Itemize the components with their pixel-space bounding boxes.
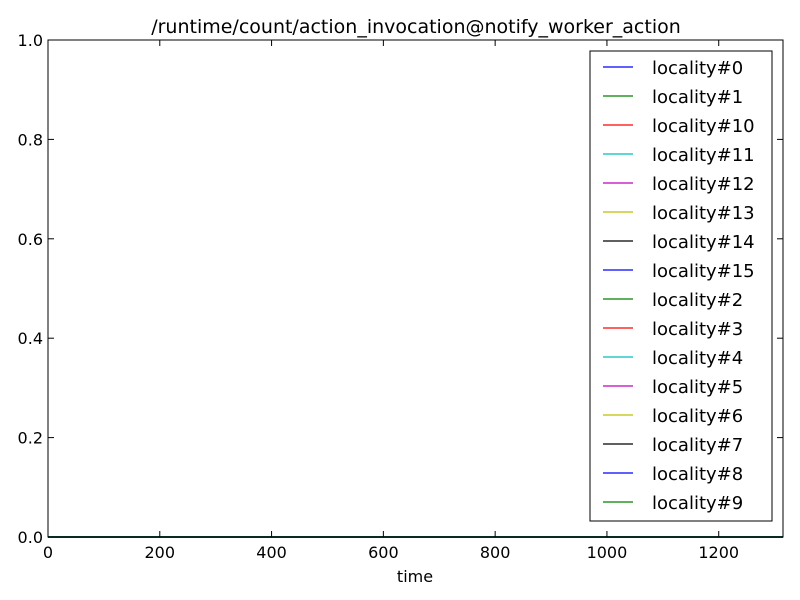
legend-label: locality#8 — [652, 464, 743, 485]
x-tick-label: 1200 — [698, 543, 739, 562]
y-tick-label: 0.4 — [18, 329, 43, 348]
y-tick-label: 0.2 — [18, 429, 43, 448]
legend-label: locality#14 — [652, 232, 755, 253]
chart-title: /runtime/count/action_invocation@notify_… — [151, 16, 681, 38]
x-tick-label: 600 — [368, 543, 399, 562]
legend-frame — [589, 50, 773, 522]
x-tick-label: 200 — [145, 543, 176, 562]
legend: locality#0 locality#1 locality#10 locality#… — [589, 50, 773, 522]
legend-label: locality#15 — [652, 261, 755, 282]
legend-label: locality#7 — [652, 435, 743, 456]
y-tick-label: 0.6 — [18, 230, 43, 249]
ticks-layer: 0 200 400 600 800 1000 1200 0.0 0.2 0.4 0.6 0.8 1.0 — [18, 31, 783, 562]
legend-label: locality#13 — [652, 203, 755, 224]
legend-label: locality#1 — [652, 87, 743, 108]
y-tick-label: 1.0 — [18, 31, 43, 50]
legend-label: locality#11 — [652, 145, 755, 166]
x-tick-label: 0 — [43, 543, 53, 562]
legend-label: locality#2 — [652, 290, 743, 311]
legend-label: locality#10 — [652, 116, 755, 137]
legend-label: locality#9 — [652, 493, 743, 514]
legend-label: locality#6 — [652, 406, 743, 427]
x-tick-label: 400 — [256, 543, 287, 562]
x-tick-label: 800 — [480, 543, 511, 562]
y-tick-label: 0.8 — [18, 130, 43, 149]
legend-label: locality#5 — [652, 377, 743, 398]
y-tick-label: 0.0 — [18, 528, 43, 547]
legend-label: locality#12 — [652, 174, 755, 195]
legend-label: locality#0 — [652, 58, 743, 79]
legend-label: locality#3 — [652, 319, 743, 340]
legend-label: locality#4 — [652, 348, 743, 369]
plot-frame — [47, 39, 784, 538]
x-tick-label: 1000 — [587, 543, 628, 562]
x-axis-label: time — [397, 567, 433, 586]
